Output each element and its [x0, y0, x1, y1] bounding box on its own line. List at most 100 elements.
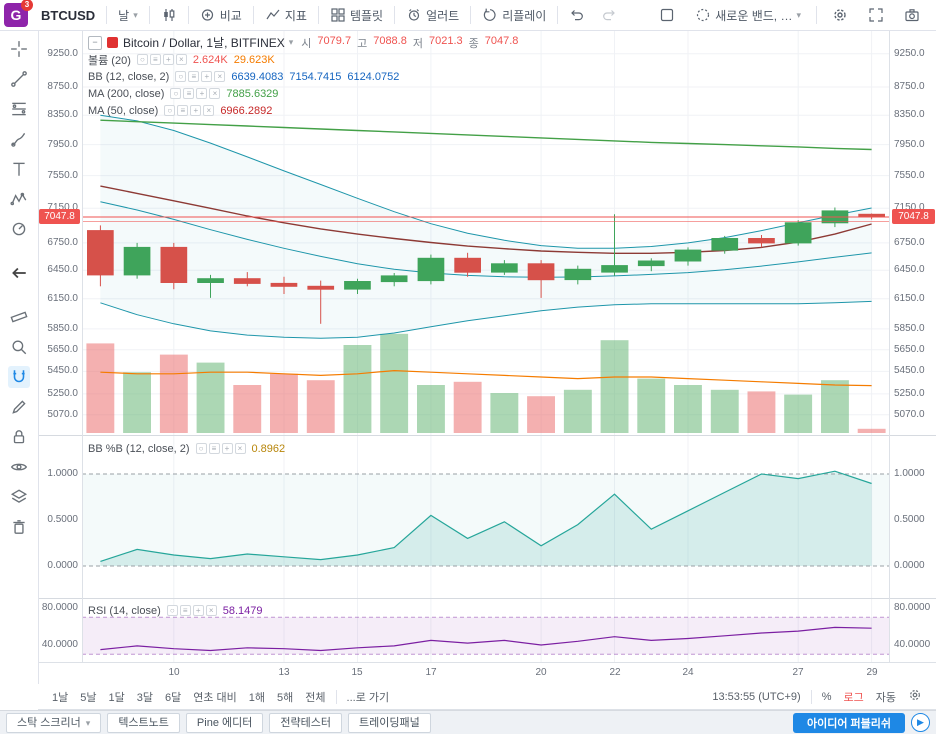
eye-icon[interactable]	[8, 456, 30, 478]
chart-title[interactable]: Bitcoin / Dollar, 1날, BITFINEX	[123, 36, 285, 50]
time-axis[interactable]: 10 13 15 17 20 22 24 27 29	[38, 662, 936, 685]
volume-indicator-label[interactable]: 볼륨 (20)	[88, 54, 131, 67]
lock-icon[interactable]	[8, 426, 30, 448]
text-tool-icon[interactable]	[8, 158, 30, 180]
price-axis-right[interactable]: 9250.0 8750.0 8350.0 7950.0 7550.0 7150.0 6750…	[889, 30, 936, 662]
trading-panel-tab[interactable]: 트레이딩패널	[347, 712, 431, 733]
legend-control-icon[interactable]: ×	[205, 605, 217, 616]
pattern-tool-icon[interactable]	[8, 188, 30, 210]
alerts-button[interactable]: 얼러트	[398, 0, 467, 30]
legend-control-icon[interactable]: ○	[166, 605, 178, 616]
layers-icon[interactable]	[8, 486, 30, 508]
legend-control-icon[interactable]: ≡	[179, 605, 191, 616]
brush-tool-icon[interactable]	[8, 128, 30, 150]
range-5y[interactable]: 5해	[277, 691, 294, 704]
legend-control-icon[interactable]: ×	[203, 105, 215, 116]
publish-idea-button[interactable]: 아이디어 퍼블리쉬	[792, 712, 905, 733]
price-axis-left[interactable]: 9250.0 8750.0 8350.0 7950.0 7550.0 7150.0 6750…	[38, 30, 83, 662]
select-layout-checkbox[interactable]	[651, 0, 683, 30]
legend-control-icon[interactable]: ○	[164, 105, 176, 116]
legend-control-icon[interactable]: ○	[195, 443, 207, 454]
ma200-indicator-label[interactable]: MA (200, close)	[88, 87, 165, 100]
legend-control-icon[interactable]: ≡	[177, 105, 189, 116]
legend-control-icon[interactable]: +	[162, 54, 174, 65]
interval-label: 날	[118, 8, 130, 23]
chevron-down-icon[interactable]: ▾	[288, 37, 294, 47]
legend-control-icon[interactable]: ×	[209, 88, 221, 99]
chart-style-button[interactable]	[153, 0, 185, 30]
legend-control-icon[interactable]: +	[196, 88, 208, 99]
rsi-indicator-label[interactable]: RSI (14, close)	[88, 604, 161, 617]
price-axis-label: 7950.0	[47, 139, 78, 150]
legend-control-icon[interactable]: ×	[234, 443, 246, 454]
undo-button[interactable]	[561, 0, 593, 30]
clock-label[interactable]: 13:53:55 (UTC+9)	[712, 690, 801, 703]
fib-retracement-tool-icon[interactable]	[8, 98, 30, 120]
legend-control-icon[interactable]: ○	[136, 54, 148, 65]
publish-play-button[interactable]: ▶	[911, 713, 930, 732]
bb-indicator-label[interactable]: BB (12, close, 2)	[88, 70, 170, 83]
crosshair-tool-icon[interactable]	[8, 38, 30, 60]
goto-date-button[interactable]: ...로 가기	[346, 691, 390, 704]
compare-button[interactable]: 비교	[192, 0, 250, 30]
pine-editor-tab[interactable]: Pine 에디터	[185, 712, 264, 733]
chart-canvas[interactable]	[38, 30, 936, 662]
legend-control-icon[interactable]: +	[221, 443, 233, 454]
legend-control-icon[interactable]: ×	[214, 71, 226, 82]
indicator-controls[interactable]: ○ ≡ + ×	[195, 443, 246, 454]
legend-control-icon[interactable]: ○	[170, 88, 182, 99]
auto-scale-toggle[interactable]: 자동	[875, 691, 896, 704]
indicator-controls[interactable]: ○ ≡ + ×	[175, 71, 226, 82]
redo-button[interactable]	[593, 0, 625, 30]
range-all[interactable]: 전체	[305, 691, 326, 704]
legend-control-icon[interactable]: ×	[175, 54, 187, 65]
trend-line-tool-icon[interactable]	[8, 68, 30, 90]
replay-button[interactable]: 리플레이	[474, 0, 554, 30]
range-1m[interactable]: 1달	[108, 691, 125, 704]
settings-button[interactable]	[824, 0, 856, 30]
collapse-pane-icon[interactable]: −	[88, 35, 102, 50]
bbp-indicator-label[interactable]: BB %B (12, close, 2)	[88, 442, 190, 455]
indicator-controls[interactable]: ○ ≡ + ×	[166, 605, 217, 616]
percent-scale-toggle[interactable]: %	[821, 690, 832, 703]
stock-screener-tab[interactable]: 스탁 스크리너 ▾	[6, 712, 102, 733]
log-scale-toggle[interactable]: 로그	[843, 691, 864, 704]
legend-control-icon[interactable]: ≡	[188, 71, 200, 82]
legend-control-icon[interactable]: ≡	[183, 88, 195, 99]
edit-pencil-icon[interactable]	[8, 396, 30, 418]
indicator-controls[interactable]: ○ ≡ + ×	[136, 54, 187, 65]
measure-tool-icon[interactable]	[8, 306, 30, 328]
range-1d[interactable]: 1날	[52, 691, 69, 704]
screenshot-button[interactable]	[896, 0, 928, 30]
layout-menu-button[interactable]: 새로운 밴드, … ▾	[687, 0, 809, 30]
symbol-button[interactable]: BTCUSD	[33, 0, 103, 30]
trash-icon[interactable]	[8, 516, 30, 538]
prediction-tool-icon[interactable]	[8, 218, 30, 240]
range-1y[interactable]: 1해	[248, 691, 266, 704]
templates-button[interactable]: 템플릿	[322, 0, 391, 30]
hide-panel-arrow-icon[interactable]	[8, 262, 30, 284]
legend-control-icon[interactable]: ○	[175, 71, 187, 82]
zoom-tool-icon[interactable]	[8, 336, 30, 358]
range-6m[interactable]: 6달	[165, 691, 182, 704]
range-ytd[interactable]: 연초 대비	[193, 691, 237, 704]
range-3m[interactable]: 3달	[136, 691, 153, 704]
ma50-indicator-label[interactable]: MA (50, close)	[88, 104, 159, 117]
axis-settings-button[interactable]	[902, 688, 928, 705]
text-notes-tab[interactable]: 텍스트노트	[107, 712, 180, 733]
legend-control-icon[interactable]: +	[201, 71, 213, 82]
legend-control-icon[interactable]: +	[190, 105, 202, 116]
legend-control-icon[interactable]: ≡	[208, 443, 220, 454]
range-5d[interactable]: 5날	[80, 691, 97, 704]
layout-name-label: 새로운 밴드, …	[715, 8, 793, 23]
indicators-button[interactable]: 지표	[257, 0, 315, 30]
strategy-tester-tab[interactable]: 전략테스터	[269, 712, 342, 733]
indicator-controls[interactable]: ○ ≡ + ×	[164, 105, 215, 116]
fullscreen-button[interactable]	[860, 0, 892, 30]
legend-control-icon[interactable]: ≡	[149, 54, 161, 65]
magnet-tool-icon[interactable]	[8, 366, 30, 388]
indicator-controls[interactable]: ○ ≡ + ×	[170, 88, 221, 99]
interval-button[interactable]: 날 ▾	[110, 0, 146, 30]
legend-control-icon[interactable]: +	[192, 605, 204, 616]
